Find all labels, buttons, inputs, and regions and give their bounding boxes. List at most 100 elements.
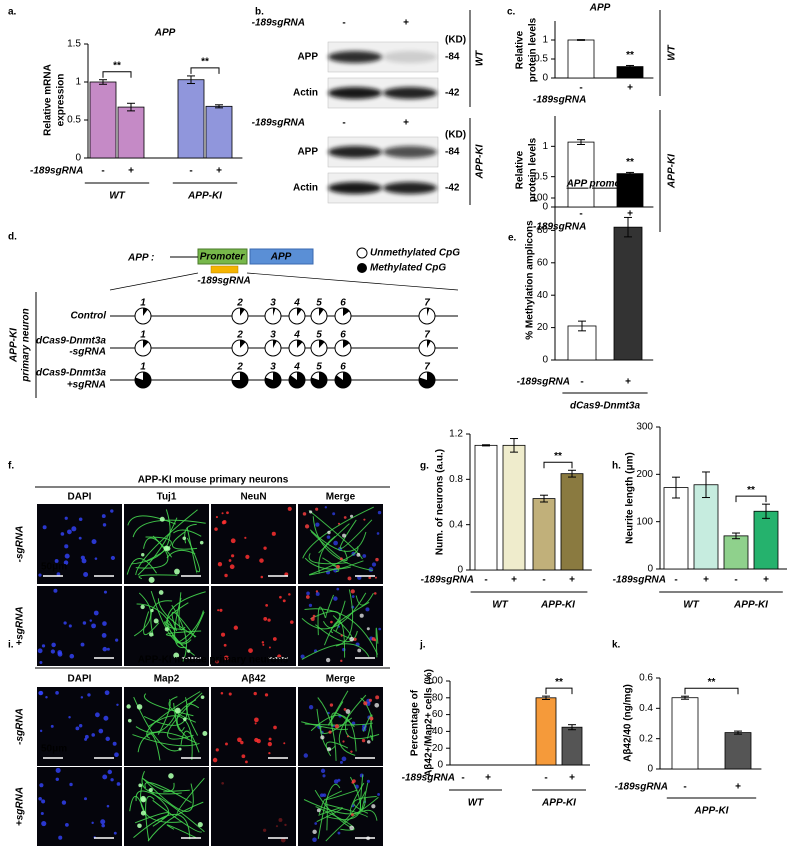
cell-signal: [57, 651, 63, 657]
neurite-signal: [328, 690, 349, 726]
cell-signal: [351, 595, 355, 598]
neurite-signal: [165, 602, 189, 630]
panel-label: k.: [612, 640, 621, 651]
cell-signal: [351, 721, 356, 726]
x-row-label: -189sgRNA: [533, 222, 586, 233]
cell-signal: [127, 718, 132, 723]
cell-signal: [100, 819, 106, 825]
neurite-signal: [133, 813, 191, 840]
x-tick-label: -: [484, 575, 487, 586]
micrograph: [37, 504, 122, 584]
neurite-signal: [173, 529, 202, 537]
y-tick-label: 300: [636, 422, 653, 433]
cell-signal: [319, 793, 324, 798]
neurite-signal: [143, 697, 188, 726]
cell-signal: [350, 514, 354, 518]
cell-signal: [45, 696, 48, 699]
y-tick-label: 1: [542, 141, 548, 152]
cell-signal: [106, 647, 110, 651]
cell-signal: [361, 738, 366, 743]
neurite-signal: [317, 606, 326, 636]
cell-signal: [220, 632, 226, 637]
site-number: 6: [340, 330, 346, 341]
cell-signal: [267, 741, 272, 747]
y-tick-label: 100: [426, 676, 443, 687]
cell-signal: [268, 751, 271, 755]
y-tick-label: 0: [437, 760, 443, 771]
cell-signal: [324, 506, 328, 509]
cell-signal: [350, 589, 355, 594]
y-tick-label: 0.5: [534, 54, 548, 65]
methylation-wedge: [343, 308, 350, 316]
cell-signal: [371, 804, 376, 809]
panel-label: j.: [419, 640, 426, 651]
cell-signal: [336, 587, 340, 591]
size-label: -84: [445, 52, 460, 63]
y-tick-label: 0: [542, 355, 548, 366]
lane-sign: -: [342, 18, 345, 29]
blot-band: [383, 87, 437, 99]
site-number: 6: [340, 298, 346, 309]
cell-signal: [363, 701, 368, 706]
cell-signal: [322, 793, 327, 797]
cell-signal: [54, 559, 59, 563]
bar: [671, 697, 699, 770]
gene-box: [249, 248, 314, 265]
y-axis-label: Relative: [515, 150, 526, 189]
y-tick-label: 100: [531, 193, 548, 204]
channel-label: Map2: [154, 674, 180, 685]
side-label: primary neuron: [21, 308, 32, 382]
panel-label: i.: [8, 640, 14, 651]
cell-signal: [305, 595, 310, 599]
bar: [753, 510, 779, 570]
group-label: WT: [683, 600, 699, 611]
neurite-signal: [147, 789, 170, 820]
cell-signal: [200, 695, 205, 700]
x-row-label: -189sgRNA: [402, 773, 455, 784]
blot-band: [328, 87, 382, 99]
y-tick-label: 0: [542, 202, 548, 213]
neurite-signal: [318, 535, 336, 574]
chart-title: APP: [589, 3, 611, 14]
neurite-signal: [330, 601, 370, 634]
side-label: APP-KI: [667, 154, 678, 189]
cell-signal: [91, 821, 94, 825]
cell-signal: [333, 540, 338, 546]
group-label: dCas9-Dnmt3a: [570, 401, 640, 412]
cell-signal: [110, 509, 114, 513]
protein-label: Actin: [293, 183, 318, 194]
bar: [724, 732, 752, 770]
bar: [663, 487, 689, 570]
bar: [532, 498, 556, 571]
channel-label: DAPI: [68, 492, 92, 503]
x-tick-label: -: [579, 209, 582, 220]
significance-label: **: [624, 202, 632, 213]
cell-signal: [116, 703, 119, 707]
cell-signal: [336, 564, 340, 569]
condition-label: +sgRNA: [15, 787, 26, 826]
size-unit: (KD): [445, 35, 466, 46]
cell-signal: [148, 576, 155, 583]
neurite-signal: [184, 523, 197, 544]
neurite-signal: [322, 600, 346, 629]
site-number: 1: [140, 330, 146, 341]
bar: [177, 79, 205, 159]
cell-signal: [312, 614, 316, 618]
y-tick-label: 1: [75, 77, 81, 88]
cell-signal: [334, 724, 339, 729]
cell-signal: [199, 540, 204, 545]
neurite-signal: [171, 611, 205, 644]
channel-label: Aβ42: [241, 674, 266, 685]
bar: [560, 473, 584, 571]
cell-signal: [104, 690, 110, 696]
protein-label: APP: [297, 52, 318, 63]
y-tick-label: 60: [432, 709, 444, 720]
cell-signal: [310, 617, 315, 621]
cell-signal: [377, 510, 382, 515]
cell-signal: [164, 627, 169, 632]
panel-label: g.: [420, 461, 429, 472]
panel-label: h.: [612, 461, 621, 472]
methylation-wedge: [297, 340, 303, 348]
cell-signal: [113, 831, 117, 835]
cell-signal: [80, 696, 84, 699]
